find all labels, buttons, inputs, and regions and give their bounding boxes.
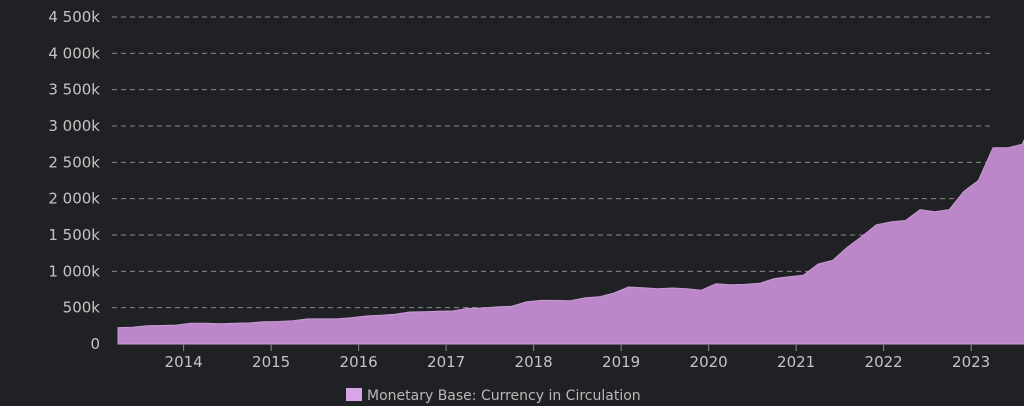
x-tick-label: 2020 [690,353,728,371]
y-tick-label: 3 000k [48,117,100,135]
legend[interactable]: Monetary Base: Currency in Circulation [346,388,641,404]
y-tick-label: 500k [63,299,101,317]
series-layer [117,138,1024,345]
x-tick-label: 2018 [515,353,553,371]
x-tick-label: 2014 [165,353,203,371]
x-axis-tick-labels: 2014 2015 2016 2017 2018 2019 2020 2021 2022 2023 [165,344,990,371]
x-tick-label: 2016 [340,353,378,371]
y-tick-label: 4 000k [48,44,100,62]
x-tick-label: 2021 [777,353,815,371]
legend-swatch[interactable] [346,388,362,401]
y-tick-label: 3 500k [48,81,100,99]
legend-label[interactable]: Monetary Base: Currency in Circulation [367,388,641,404]
y-axis-tick-labels: 0 500k 1 000k 1 500k 2 000k 2 500k 3 000k 3 500… [48,8,100,353]
y-tick-label: 2 000k [48,190,100,208]
y-tick-label: 4 500k [48,8,100,26]
y-tick-label: 2 500k [48,153,100,171]
y-tick-label: 1 500k [48,226,100,244]
x-tick-label: 2017 [427,353,465,371]
x-tick-label: 2015 [252,353,290,371]
x-tick-label: 2022 [865,353,903,371]
y-tick-label: 0 [90,335,100,353]
x-tick-label: 2019 [602,353,640,371]
y-tick-label: 1 000k [48,262,100,280]
x-tick-label: 2023 [952,353,990,371]
series-area [117,138,1024,345]
